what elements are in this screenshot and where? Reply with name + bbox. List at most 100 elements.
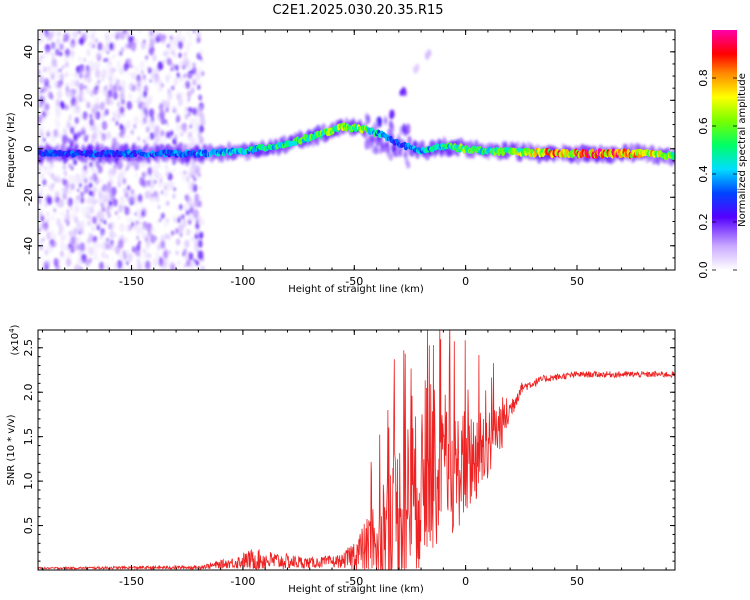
x-tick-label: 0 [462,575,469,588]
noise-speckle [101,116,104,121]
noise-speckle [119,106,125,115]
noise-speckle [55,71,60,79]
noise-speckle [186,198,189,203]
noise-speckle [42,86,48,93]
noise-speckle [110,31,115,39]
noise-speckle [101,251,106,259]
noise-speckle [89,114,93,119]
noise-speckle [199,95,203,102]
noise-speckle [175,238,181,246]
noise-speckle [104,187,108,193]
noise-speckle [119,254,122,259]
noise-speckle [149,132,155,141]
noise-speckle [123,187,128,194]
noise-speckle [51,58,57,68]
noise-speckle [59,110,62,114]
noise-speckle [134,225,138,231]
noise-speckle [77,193,81,198]
noise-speckle [81,133,85,140]
noise-speckle [62,128,68,137]
y-tick-label: 0 [22,145,35,152]
noise-speckle [175,206,179,212]
noise-speckle [42,237,45,242]
noise-speckle [165,164,169,170]
noise-speckle [93,86,99,96]
noise-speckle [106,208,110,214]
noise-speckle [42,137,46,143]
spur-blob [377,118,382,125]
noise-speckle [101,136,104,140]
noise-speckle [71,236,77,245]
noise-speckle [128,209,131,214]
noise-speckle [41,53,46,60]
noise-speckle [75,94,80,102]
noise-speckle [166,200,170,206]
noise-speckle [39,104,42,108]
noise-speckle [164,50,169,57]
ridge-halo-blob [403,151,408,159]
noise-speckle [149,178,155,188]
noise-speckle [168,169,171,173]
noise-speckle [171,85,175,91]
snr-multiplier-exponent: 4 [8,328,16,333]
noise-speckle [146,135,150,142]
noise-speckle [132,194,138,203]
noise-speckle [60,210,65,218]
noise-speckle [112,91,118,100]
noise-speckle [191,181,195,188]
noise-speckle [83,57,87,63]
noise-speckle [108,200,113,207]
noise-speckle [97,226,100,231]
noise-speckle [69,164,72,168]
noise-speckle [185,78,188,83]
noise-speckle [77,30,81,35]
y-tick-label: -40 [22,237,35,255]
spectrogram-x-ticks: -150 -100 -50 0 50 [41,30,667,288]
noise-speckle [152,235,157,243]
noise-speckle [63,32,70,42]
ridge-point [173,149,178,155]
noise-speckle [115,120,119,126]
colorbar-label: Normalized spectral amplitude [737,73,748,227]
noise-speckle [140,69,144,75]
noise-speckle [160,130,165,137]
noise-speckle [140,256,143,260]
noise-speckle [60,236,64,242]
noise-speckle [94,162,98,167]
noise-speckle [80,90,86,99]
noise-speckle [141,121,145,128]
noise-speckle [177,40,184,50]
noise-speckle [90,174,95,182]
noise-speckle [55,190,57,195]
noise-speckle [74,173,81,182]
noise-speckle [188,71,193,79]
noise-speckle [199,136,204,145]
noise-speckle [45,78,49,85]
noise-speckle [179,74,184,82]
noise-speckle [39,173,44,180]
ridge-halo-blob [381,146,387,153]
noise-speckle [85,170,88,174]
noise-speckle [186,98,190,105]
noise-speckle [162,250,169,260]
noise-speckle [38,223,41,228]
noise-speckle [74,72,79,78]
noise-speckle [106,261,110,266]
noise-speckle [135,208,142,218]
ridge-halo-blob [406,123,411,135]
noise-speckle [178,171,181,175]
noise-speckle [101,230,105,236]
noise-speckle [185,106,188,111]
noise-speckle [172,109,175,113]
noise-speckle [195,222,200,230]
noise-speckle [137,30,141,35]
noise-speckle [161,82,164,86]
noise-speckle [77,131,82,138]
noise-speckle [83,184,90,194]
noise-speckle [54,70,57,74]
noise-speckle [86,205,91,214]
noise-speckle [55,121,61,130]
noise-speckle [79,83,85,91]
noise-speckle [166,72,172,81]
ridge-halo-blob [365,114,371,125]
